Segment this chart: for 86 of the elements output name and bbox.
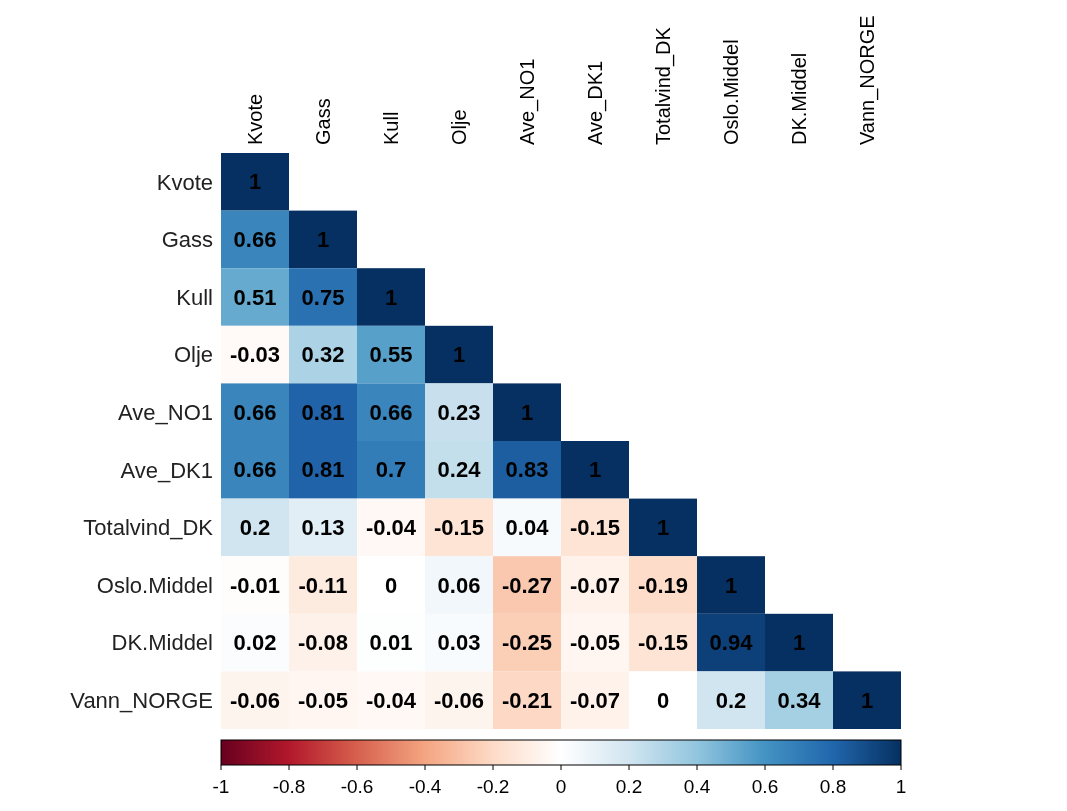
data-label: 1 (520, 399, 534, 425)
data-label: -0.03 (229, 342, 281, 368)
color-bar-label: -0.4 (408, 776, 442, 797)
data-label: -0.11 (298, 572, 348, 598)
x-tick-label: Totalvind_DK (652, 26, 675, 145)
data-label: 1 (656, 514, 670, 540)
y-tick-label: Olje (173, 342, 213, 368)
data-label: 0.2 (715, 687, 747, 713)
data-label: -0.15 (433, 514, 485, 540)
color-bar-label: 0.4 (683, 776, 711, 797)
data-label: 0.51 (233, 284, 277, 310)
data-label: 0.66 (233, 226, 277, 252)
data-label: 1 (452, 342, 466, 368)
color-bar-label: 1 (895, 776, 907, 797)
color-bar-label: 0.2 (615, 776, 643, 797)
data-label: -0.06 (433, 687, 485, 713)
data-label: 1 (588, 457, 602, 483)
data-label: 0.23 (437, 399, 481, 425)
data-label: 0.03 (437, 630, 481, 656)
data-label: 0.66 (233, 399, 277, 425)
y-tick-label: Totalvind_DK (83, 515, 214, 541)
data-label: 0.32 (301, 342, 345, 368)
data-label: 0.02 (233, 630, 277, 656)
y-tick-label: Kull (176, 284, 213, 310)
data-label: -0.08 (297, 630, 349, 656)
y-tick-label: Gass (161, 227, 213, 253)
data-label: 0 (384, 572, 398, 598)
data-label: 1 (724, 572, 738, 598)
data-label: 0.01 (369, 630, 413, 656)
x-tick-label: Ave_NO1 (516, 58, 539, 145)
data-label: 0.94 (709, 630, 754, 656)
x-tick-label: Gass (312, 98, 334, 145)
data-label: 0.06 (437, 572, 481, 598)
y-tick-label: Ave_DK1 (120, 457, 213, 483)
data-label: 1 (860, 687, 874, 713)
color-bar-label: -0.8 (272, 776, 306, 797)
x-tick-label: DK.Middel (788, 52, 810, 145)
color-bar-label: -0.2 (476, 776, 510, 797)
data-label: -0.21 (501, 687, 553, 713)
x-tick-label: Ave_DK1 (584, 60, 607, 145)
data-label: 1 (384, 284, 398, 310)
data-label: 0.81 (301, 399, 345, 425)
data-label: 0.75 (301, 284, 345, 310)
data-label: 0.04 (505, 514, 550, 540)
y-tick-label: Kvote (156, 169, 213, 195)
data-label: -0.15 (637, 630, 689, 656)
x-tick-label: Kull (380, 111, 402, 145)
x-tick-label: Olje (448, 109, 470, 145)
color-bar-label: -1 (212, 776, 230, 797)
data-label: 0.66 (233, 457, 277, 483)
data-label: 0.55 (369, 342, 413, 368)
data-label: -0.27 (501, 572, 553, 598)
y-tick-label: Ave_NO1 (118, 400, 213, 426)
data-label: 1 (792, 630, 806, 656)
data-label: 1 (316, 226, 330, 252)
data-label: -0.04 (365, 687, 417, 713)
data-label: -0.07 (569, 687, 621, 713)
data-label: 0.7 (375, 457, 407, 483)
data-label: -0.15 (569, 514, 621, 540)
x-tick-label: Vann_NORGE (856, 15, 879, 145)
y-tick-label: DK.Middel (111, 630, 213, 656)
data-label: -0.25 (501, 630, 553, 656)
data-label: 0.24 (437, 457, 482, 483)
data-label: -0.19 (637, 572, 689, 598)
data-label: 1 (248, 169, 262, 195)
x-tick-label: Kvote (244, 93, 266, 145)
data-label: -0.05 (297, 687, 349, 713)
y-tick-label: Oslo.Middel (96, 572, 213, 598)
data-label: 0.81 (301, 457, 345, 483)
data-label: -0.06 (229, 687, 281, 713)
color-bar-label: 0.8 (819, 776, 847, 797)
y-tick-label: Vann_NORGE (70, 688, 213, 714)
color-bar-label: 0.6 (751, 776, 779, 797)
color-bar-label: 0 (555, 776, 567, 797)
data-label: 0.34 (777, 687, 822, 713)
data-label: -0.07 (569, 572, 621, 598)
data-label: 0.13 (301, 514, 345, 540)
data-label: -0.05 (569, 630, 621, 656)
data-label: 0.2 (239, 514, 271, 540)
data-label: 0.66 (369, 399, 413, 425)
data-label: -0.04 (365, 514, 417, 540)
data-label: 0 (656, 687, 670, 713)
color-bar-label: -0.6 (340, 776, 374, 797)
data-label: 0.83 (505, 457, 549, 483)
data-label: -0.01 (229, 572, 281, 598)
x-tick-label: Oslo.Middel (720, 39, 742, 145)
